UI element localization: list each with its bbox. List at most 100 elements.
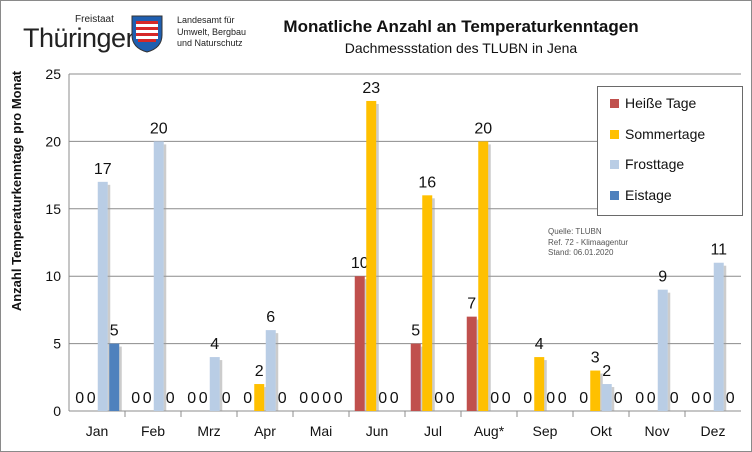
bar-shadow (219, 360, 223, 411)
bar-shadow (420, 346, 424, 411)
y-tick-label: 0 (53, 403, 61, 419)
bar (410, 343, 421, 411)
data-label: 0 (614, 390, 623, 407)
legend-swatch (610, 130, 619, 139)
data-label: 0 (579, 390, 588, 407)
bar (153, 141, 164, 411)
bar (97, 181, 108, 411)
agency-name: Landesamt für Umwelt, Bergbau und Naturs… (177, 15, 246, 50)
legend-item-frosttage: Frosttage (610, 156, 684, 172)
data-label: 0 (322, 390, 331, 407)
data-label: 0 (278, 390, 287, 407)
legend-label: Sommertage (625, 126, 706, 142)
data-label: 23 (362, 80, 380, 97)
y-tick-label: 25 (45, 66, 61, 82)
y-tick-label: 10 (45, 268, 61, 284)
x-tick-label: Aug* (474, 423, 505, 439)
data-label: 2 (602, 363, 611, 380)
data-label: 0 (670, 390, 679, 407)
bar-shadow (275, 333, 279, 411)
x-tick-label: Mai (310, 423, 333, 439)
x-tick-label: Mrz (197, 423, 220, 439)
y-tick-label: 5 (53, 336, 61, 352)
data-label: 0 (131, 390, 140, 407)
bar-shadow (544, 360, 547, 411)
data-label: 20 (474, 120, 492, 137)
data-label: 0 (166, 390, 175, 407)
data-label: 0 (446, 390, 455, 407)
legend-label: Eistage (625, 187, 672, 203)
bar (254, 384, 265, 411)
source-line: Quelle: TLUBN (548, 227, 602, 236)
data-label: 0 (75, 390, 84, 407)
data-label: 6 (266, 309, 275, 326)
legend: Heiße Tage Sommertage Frosttage Eistage (597, 86, 743, 216)
bar-shadow (476, 319, 480, 411)
x-tick-label: Dez (701, 423, 726, 439)
x-tick-label: Feb (141, 423, 165, 439)
coat-of-arms-icon (131, 15, 163, 53)
data-label: 0 (390, 390, 399, 407)
x-tick-label: Jul (424, 423, 442, 439)
bar (209, 357, 220, 411)
data-label: 0 (434, 390, 443, 407)
bar-shadow (119, 346, 122, 411)
data-label: 0 (647, 390, 656, 407)
bar (534, 357, 545, 411)
agency-line: und Naturschutz (177, 38, 243, 48)
data-label: 0 (490, 390, 499, 407)
data-label: 2 (255, 363, 264, 380)
x-tick-label: Sep (533, 423, 558, 439)
y-tick-label: 15 (45, 201, 61, 217)
bar (422, 195, 433, 411)
bar-shadow (432, 198, 435, 411)
bar (478, 141, 489, 411)
legend-item-eistage: Eistage (610, 187, 672, 203)
bar (366, 100, 377, 412)
data-label: 3 (591, 350, 600, 367)
data-label: 0 (558, 390, 567, 407)
data-label: 0 (378, 390, 387, 407)
data-label: 0 (502, 390, 511, 407)
bar (601, 384, 612, 411)
bar (109, 343, 120, 411)
data-label: 0 (726, 390, 735, 407)
data-label: 11 (710, 242, 727, 259)
x-tick-label: Nov (645, 423, 670, 439)
bar-shadow (488, 144, 491, 411)
bar-shadow (723, 265, 727, 411)
bar (265, 330, 276, 411)
data-label: 0 (703, 390, 712, 407)
data-label: 9 (658, 269, 667, 286)
bar (657, 289, 668, 411)
legend-label: Heiße Tage (625, 95, 697, 111)
x-tick-label: Okt (590, 423, 612, 439)
legend-swatch (610, 99, 619, 108)
bar-shadow (376, 103, 379, 412)
bar-shadow (264, 387, 267, 411)
data-label: 4 (210, 336, 219, 353)
bar-shadow (611, 387, 615, 411)
x-tick-label: Jan (86, 423, 109, 439)
data-label: 5 (110, 323, 119, 340)
data-label: 0 (691, 390, 700, 407)
bar (354, 276, 365, 411)
legend-swatch (610, 160, 619, 169)
data-label: 10 (351, 255, 369, 272)
legend-label: Frosttage (625, 156, 685, 172)
data-label: 0 (187, 390, 196, 407)
y-tick-label: 20 (45, 133, 61, 149)
data-label: 0 (523, 390, 532, 407)
data-label: 0 (222, 390, 231, 407)
x-tick-label: Jun (366, 423, 389, 439)
data-label: 0 (299, 390, 308, 407)
bar-shadow (163, 144, 167, 411)
bar-shadow (364, 279, 368, 411)
logo-freistaat-text: Freistaat (75, 14, 114, 25)
source-line: Stand: 06.01.2020 (548, 248, 614, 257)
chart-title: Monatliche Anzahl an Temperaturkenntagen (283, 17, 639, 36)
bar-shadow (600, 373, 603, 411)
source-line: Ref. 72 - Klimaagentur (548, 237, 629, 247)
